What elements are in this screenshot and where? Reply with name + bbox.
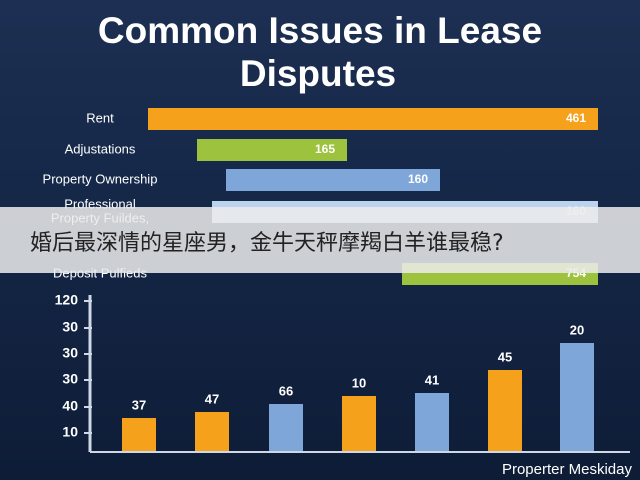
title-line: Common Issues in Lease [98, 10, 542, 51]
issue-value: 160 [408, 172, 428, 186]
banner-text: 婚后最深情的星座男，金牛天秤摩羯白羊谁最稳? [30, 231, 504, 256]
issue-bar [148, 108, 598, 130]
column-bar [342, 396, 376, 452]
column-bar [415, 393, 449, 452]
y-tick-label: 10 [62, 424, 78, 440]
column-value: 41 [425, 372, 439, 387]
column-value: 66 [279, 383, 293, 398]
issue-bar [226, 169, 440, 191]
column-bar [269, 404, 303, 452]
column-bar [488, 370, 522, 452]
column-bar [195, 412, 229, 452]
issue-value: 461 [566, 111, 586, 125]
column-value: 10 [352, 375, 366, 390]
issue-label: Property Ownership [43, 171, 158, 186]
x-axis-label: Properter Meskiday [502, 461, 633, 478]
issue-value: 165 [315, 142, 335, 156]
issue-bar [197, 139, 347, 161]
column-value: 37 [132, 397, 146, 412]
issue-label: Adjustations [65, 141, 136, 156]
overlay-banner: 婚后最深情的星座男，金牛天秤摩羯白羊谁最稳? [0, 207, 640, 273]
title-line: Disputes [240, 53, 396, 94]
column-bar [122, 418, 156, 452]
y-tick-label: 30 [62, 371, 78, 387]
column-value: 47 [205, 391, 219, 406]
column-value: 20 [570, 322, 584, 337]
y-tick-label: 30 [62, 319, 78, 335]
column-bar [560, 343, 594, 452]
y-tick-label: 30 [62, 345, 78, 361]
issue-label: Rent [86, 110, 114, 125]
column-value: 45 [498, 349, 512, 364]
y-tick-label: 120 [55, 292, 79, 308]
y-tick-label: 40 [62, 398, 78, 414]
